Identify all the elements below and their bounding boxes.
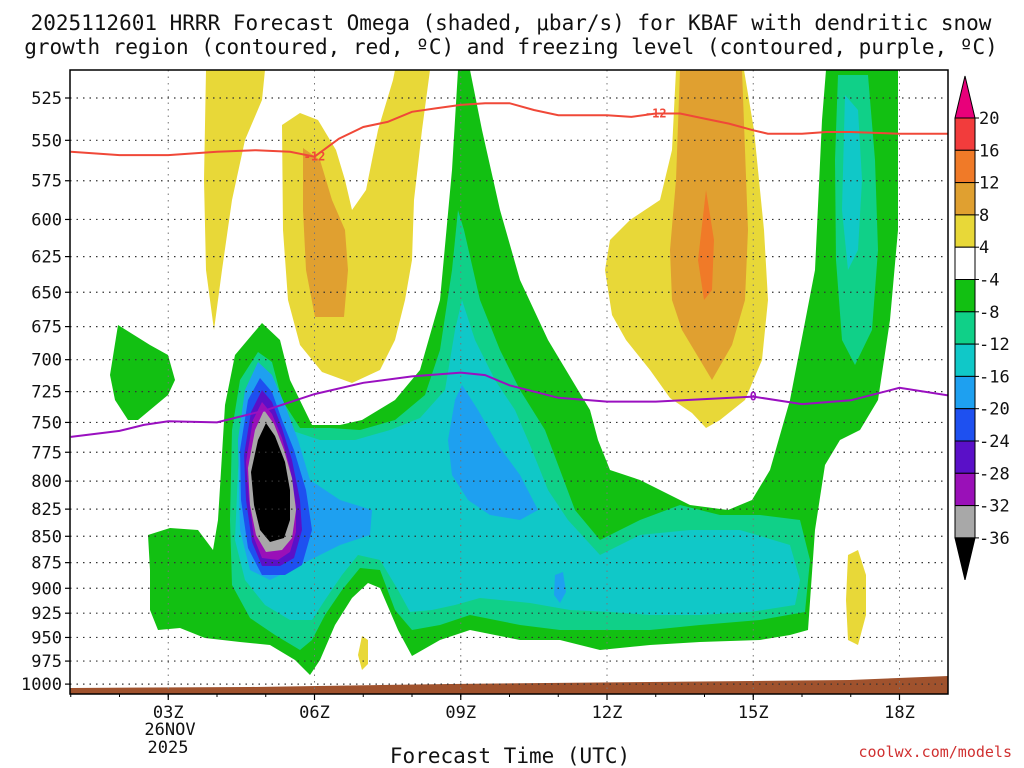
colorbar-label-20: 20 xyxy=(979,109,999,129)
colorbar-label-16: 16 xyxy=(979,141,999,161)
y-tick-label-700: 700 xyxy=(31,351,62,371)
colorbar-segment-6 xyxy=(954,279,976,313)
colorbar-segment-8 xyxy=(954,343,976,377)
y-tick-label-825: 825 xyxy=(31,500,62,520)
y-tick-label-1000: 1000 xyxy=(21,675,62,695)
date-label-year: 2025 xyxy=(148,738,189,758)
colorbar-segment-7 xyxy=(954,311,976,345)
y-tick-label-975: 975 xyxy=(31,652,62,672)
contour-label-zero-2: 0 xyxy=(750,390,757,404)
x-axis: 03Z 06Z 09Z 12Z 15Z 18Z xyxy=(70,694,915,723)
y-tick-label-900: 900 xyxy=(31,579,62,599)
contour-freezing-level xyxy=(70,371,948,438)
contour-label-minus12-0: -12 xyxy=(304,150,326,164)
colorbar-segment-11 xyxy=(954,440,976,474)
y-tick-label-950: 950 xyxy=(31,628,62,648)
omega-negative-blue-small xyxy=(554,572,566,603)
credit-link[interactable]: coolwx.com/models xyxy=(858,743,1012,761)
colorbar-label--32: -32 xyxy=(979,497,1010,517)
colorbar-label--24: -24 xyxy=(979,432,1010,452)
colorbar-top-arrow xyxy=(954,75,976,119)
y-tick-label-800: 800 xyxy=(31,472,62,492)
y-tick-label-525: 525 xyxy=(31,89,62,109)
y-tick-label-875: 875 xyxy=(31,554,62,574)
colorbar-segment-1 xyxy=(954,117,976,151)
y-tick-label-650: 650 xyxy=(31,283,62,303)
colorbar-segment-12 xyxy=(954,472,976,507)
colorbar-label-4: 4 xyxy=(979,238,989,258)
colorbar-segment-9 xyxy=(954,375,976,410)
omega-negative-black-core xyxy=(251,423,290,542)
colorbar-label--20: -20 xyxy=(979,400,1010,420)
date-label-day: 26NOV xyxy=(144,720,195,740)
grid-lines xyxy=(70,70,948,694)
omega-positive-left-plume xyxy=(204,70,265,330)
y-tick-label-775: 775 xyxy=(31,443,62,463)
omega-positive-orange-left xyxy=(303,148,348,317)
omega-positive-small-bottom xyxy=(358,636,368,670)
colorbar-segment-2 xyxy=(954,149,976,184)
y-tick-label-850: 850 xyxy=(31,527,62,547)
y-tick-label-675: 675 xyxy=(31,318,62,338)
contour-dendritic-minus12 xyxy=(70,102,948,158)
contour-layer: -12 -12 0 xyxy=(70,102,948,438)
colorbar-segment-4 xyxy=(954,214,976,248)
colorbar-label--28: -28 xyxy=(979,464,1010,484)
colorbar-label--4: -4 xyxy=(979,271,999,291)
colorbar-label--36: -36 xyxy=(979,529,1010,549)
colorbar-label-12: 12 xyxy=(979,174,999,194)
x-tick-label-03Z: 03Z xyxy=(153,703,184,723)
colorbar-label--8: -8 xyxy=(979,303,999,323)
x-tick-label-12Z: 12Z xyxy=(592,703,623,723)
y-tick-label-725: 725 xyxy=(31,383,62,403)
y-tick-label-575: 575 xyxy=(31,172,62,192)
chart-title-line1: 2025112601 HRRR Forecast Omega (shaded, … xyxy=(31,11,992,35)
x-tick-label-09Z: 09Z xyxy=(445,703,476,723)
chart-title-line2: growth region (contoured, red, ºC) and f… xyxy=(24,35,998,59)
colorbar-bottom-arrow xyxy=(954,537,976,581)
colorbar-segment-10 xyxy=(954,408,976,442)
omega-shading xyxy=(70,70,948,694)
x-axis-title: Forecast Time (UTC) xyxy=(390,744,630,768)
y-axis: 525 550 575 600 625 650 675 700 725 750 775 800 825 8… xyxy=(21,89,70,695)
y-tick-label-750: 750 xyxy=(31,413,62,433)
omega-negative-cyan-right xyxy=(842,95,862,270)
omega-positive-max-core xyxy=(698,190,714,300)
y-tick-label-600: 600 xyxy=(31,210,62,230)
colorbar-segment-3 xyxy=(954,182,976,216)
omega-positive-small-right xyxy=(846,550,866,645)
colorbar-segment-13 xyxy=(954,505,976,539)
x-tick-label-06Z: 06Z xyxy=(299,703,330,723)
omega-negative-cyan xyxy=(235,300,800,620)
x-tick-label-15Z: 15Z xyxy=(738,703,769,723)
colorbar-segment-5 xyxy=(954,246,976,280)
colorbar-label--16: -16 xyxy=(979,367,1010,387)
y-tick-label-625: 625 xyxy=(31,248,62,268)
terrain-fill xyxy=(70,676,948,694)
colorbar-label--12: -12 xyxy=(979,335,1010,355)
contour-label-minus12-1: -12 xyxy=(645,106,667,120)
x-tick-label-18Z: 18Z xyxy=(884,703,915,723)
colorbar-label-8: 8 xyxy=(979,206,989,226)
colorbar: 20 16 12 8 4 -4 -8 -12 -16 -20 -24 -28 -32 -36 xyxy=(954,75,1010,581)
y-tick-label-550: 550 xyxy=(31,131,62,151)
y-tick-label-925: 925 xyxy=(31,604,62,624)
